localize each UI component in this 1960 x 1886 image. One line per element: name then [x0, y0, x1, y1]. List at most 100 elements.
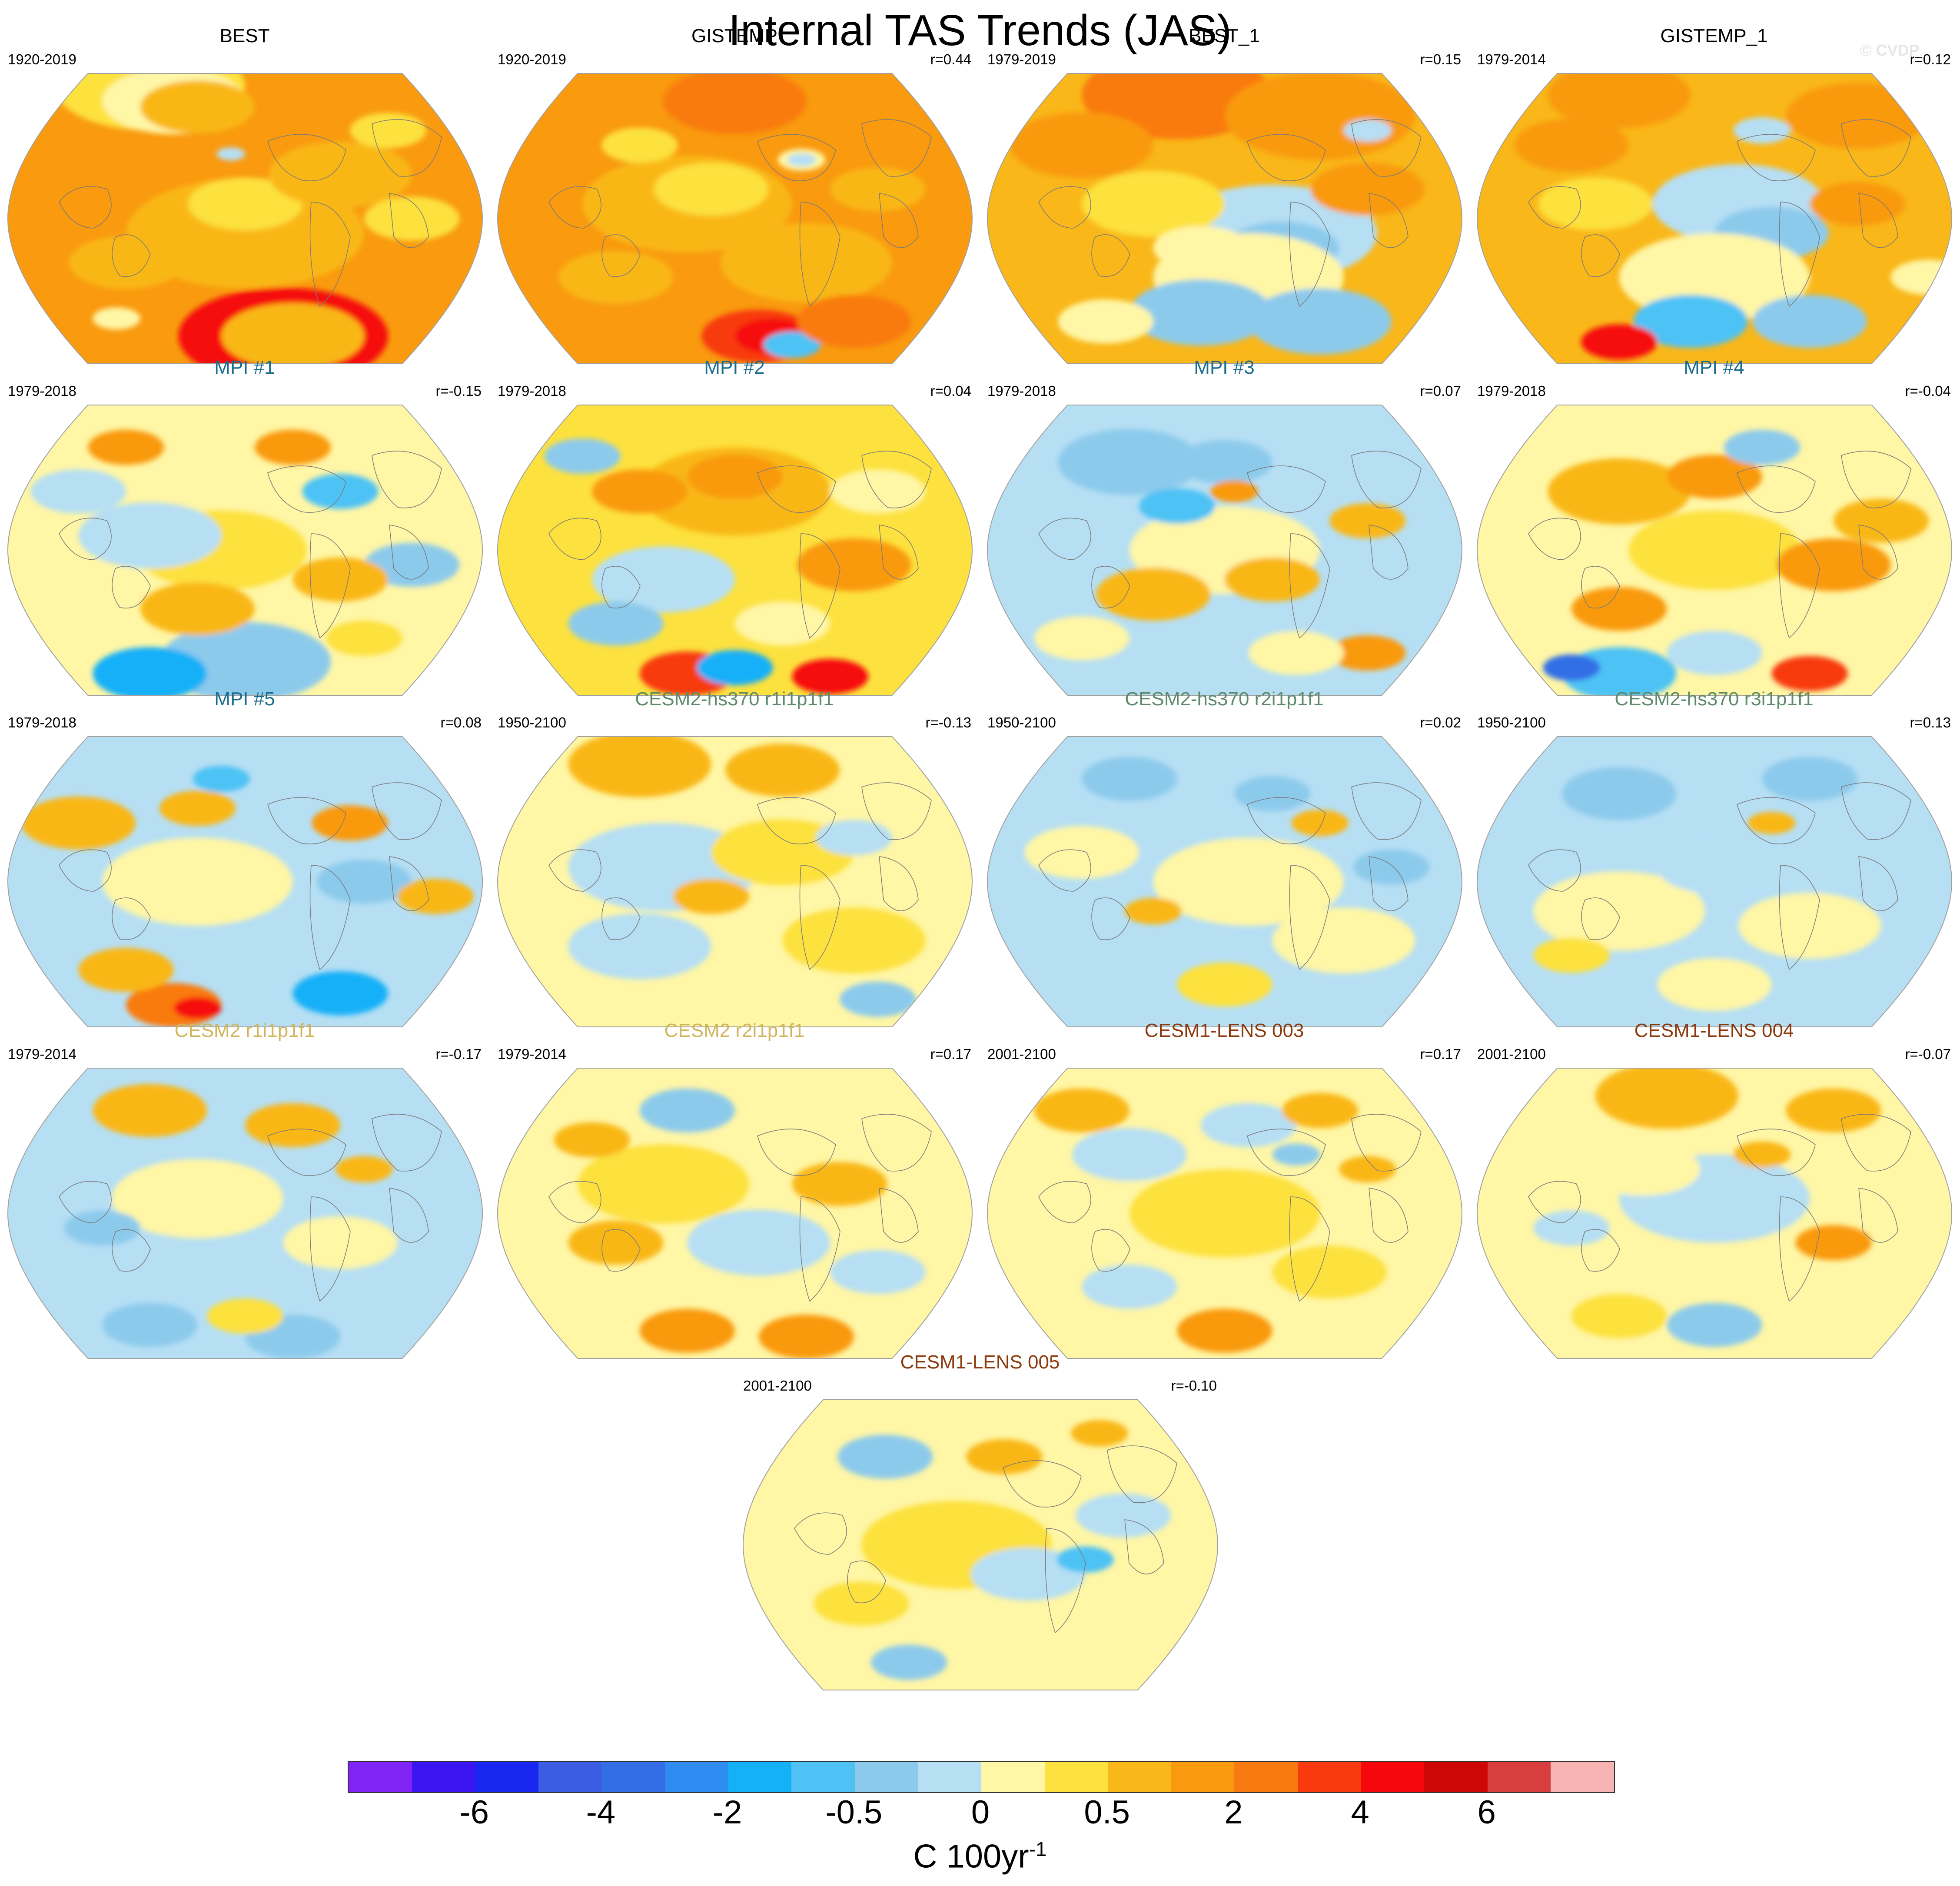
- trend-patch: [1082, 73, 1272, 139]
- trend-patch: [102, 1303, 198, 1347]
- panel-period: 1979-2014: [8, 1046, 76, 1062]
- continent-outline: [794, 1512, 847, 1555]
- continent-outline: [1737, 797, 1816, 844]
- continent-outline: [1107, 1445, 1177, 1503]
- continent-outline: [1247, 134, 1326, 181]
- continent-outline: [847, 1561, 886, 1604]
- trend-patch: [725, 744, 840, 797]
- trend-patch: [1752, 295, 1867, 348]
- map-panel-cesm2-r2i1p1f1: CESM2 r2i1p1f1 1979-2014 r=0.17: [493, 1019, 976, 1359]
- continent-outline: [1369, 193, 1409, 248]
- panel-correlation: r=0.04: [930, 383, 972, 399]
- trend-patch: [1628, 510, 1801, 590]
- map-panel-gistemp: GISTEMP 1920-2019 r=0.44: [493, 24, 976, 364]
- trend-patch: [112, 1159, 283, 1239]
- panel-period: 2001-2100: [743, 1378, 812, 1394]
- trend-patch: [364, 196, 460, 241]
- trend-patch: [1538, 177, 1653, 231]
- trend-patch: [1153, 837, 1344, 926]
- trend-patch: [840, 981, 916, 1017]
- trend-patch: [1129, 279, 1272, 346]
- trend-patch: [193, 765, 250, 792]
- trend-patch: [1124, 898, 1182, 925]
- continent-outline: [861, 451, 932, 508]
- continent-outline: [59, 849, 112, 892]
- trend-map: [987, 405, 1463, 696]
- continent-outline: [879, 856, 919, 911]
- continent-outline: [372, 451, 442, 508]
- trend-patch: [336, 1156, 393, 1183]
- trend-patch: [1071, 1420, 1128, 1447]
- trend-patch: [1082, 757, 1177, 801]
- trend-patch: [787, 153, 816, 167]
- continent-outline: [1289, 533, 1330, 639]
- trend-patch: [971, 1547, 1086, 1601]
- panel-title: CESM1-LENS 003: [1144, 1020, 1304, 1041]
- colorbar-tick-label: -2: [712, 1794, 742, 1831]
- colorbar-bin: [665, 1762, 729, 1792]
- continent-outline: [601, 566, 641, 609]
- panel-correlation: r=0.44: [930, 51, 972, 67]
- map-border: [497, 73, 973, 364]
- continent-outline: [1289, 865, 1330, 970]
- trend-patch: [797, 295, 911, 348]
- panel-title: MPI #4: [1684, 357, 1744, 378]
- colorbar-bin: [981, 1762, 1045, 1792]
- continent-outline: [1528, 186, 1581, 229]
- trend-patch: [592, 469, 688, 514]
- map-panel-cesm1-lens-005: CESM1-LENS 005 2001-2100 r=-0.10: [739, 1350, 1221, 1690]
- continent-outline: [548, 849, 601, 892]
- trend-patch: [1667, 631, 1762, 675]
- continent-outline: [372, 1114, 442, 1172]
- continent-outline: [1038, 518, 1091, 560]
- map-border: [987, 1068, 1463, 1359]
- panel-correlation: r=0.12: [1910, 51, 1951, 67]
- panel-period: 1979-2018: [8, 714, 76, 730]
- continent-outline: [1289, 202, 1330, 307]
- continent-outline: [1091, 234, 1130, 277]
- trend-patch: [30, 469, 126, 514]
- trend-patch: [221, 303, 364, 364]
- colorbar-bin: [1424, 1762, 1488, 1792]
- trend-patch: [1571, 1294, 1667, 1338]
- trend-patch: [364, 543, 460, 587]
- continent-outline: [389, 525, 429, 580]
- continent-outline: [1091, 566, 1130, 609]
- panel-period: 1950-2100: [1477, 714, 1546, 730]
- trend-patch: [207, 1298, 283, 1334]
- trend-patch: [1657, 840, 1772, 894]
- continent-outline: [548, 1181, 601, 1223]
- trend-patch: [1201, 1103, 1296, 1147]
- continent-outline: [601, 897, 641, 940]
- panel-title: CESM2-hs370 r2i1p1f1: [1125, 688, 1324, 710]
- map-border: [497, 1068, 973, 1359]
- trend-patch: [140, 582, 255, 636]
- trend-patch: [1562, 767, 1677, 820]
- continent-outline: [1737, 1129, 1816, 1176]
- trend-patch: [1581, 324, 1658, 360]
- continent-outline: [1124, 1519, 1164, 1574]
- map-panel-mpi-5: MPI #5 1979-2018 r=0.08: [3, 687, 486, 1027]
- map-border: [7, 736, 483, 1027]
- trend-patch: [102, 837, 293, 926]
- continent-outline: [1247, 1129, 1326, 1176]
- trend-patch: [1633, 295, 1748, 348]
- map-panel-cesm2-hs370-r2i1p1f1: CESM2-hs370 r2i1p1f1 1950-2100 r=0.02: [983, 687, 1465, 1027]
- map-border: [742, 1399, 1219, 1690]
- trend-patch: [1310, 163, 1425, 216]
- continent-outline: [601, 234, 641, 277]
- colorbar-tick-label: 6: [1477, 1794, 1496, 1831]
- trend-map: [742, 1399, 1219, 1690]
- panel-title: MPI #1: [214, 357, 275, 378]
- continent-outline: [267, 134, 346, 181]
- panel-correlation: r=0.15: [1420, 51, 1462, 67]
- colorbar: [348, 1761, 1615, 1793]
- panel-period: 1950-2100: [987, 714, 1056, 730]
- continent-outline: [1581, 1229, 1620, 1272]
- continent-outline: [1779, 533, 1820, 639]
- continent-outline: [309, 1196, 351, 1302]
- trend-patch: [763, 332, 821, 359]
- continent-outline: [1528, 518, 1581, 560]
- continent-outline: [267, 465, 346, 513]
- trend-map: [987, 736, 1463, 1027]
